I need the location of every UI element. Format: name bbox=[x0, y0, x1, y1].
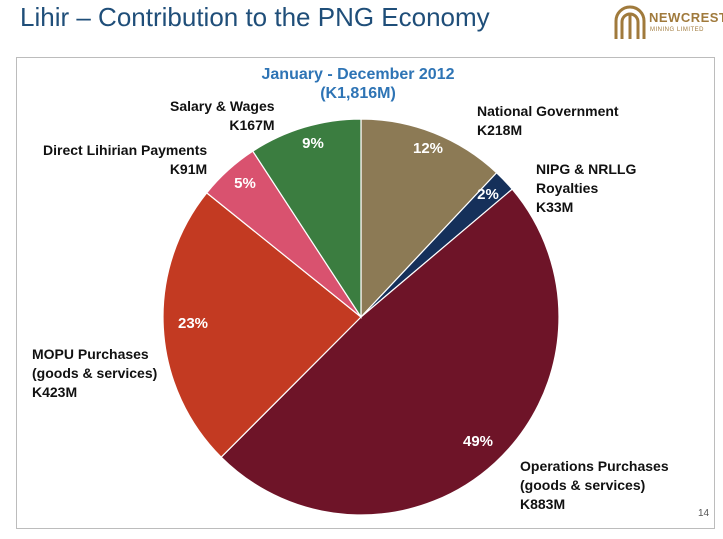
slice-value-label: K91M bbox=[169, 161, 208, 177]
pct-label-lihirian: 5% bbox=[234, 175, 256, 192]
slice-name-line: Direct Lihirian Payments bbox=[43, 142, 208, 158]
slice-name-line: Salary & Wages bbox=[170, 98, 275, 114]
slice-name-line: NIPG & NRLLG bbox=[536, 161, 637, 177]
slice-value-label: K423M bbox=[32, 384, 78, 400]
pct-label-ops: 49% bbox=[463, 433, 493, 450]
slice-value-label: K167M bbox=[229, 117, 275, 133]
slice-name-line: (goods & services) bbox=[32, 365, 158, 381]
logo-name: NEWCREST bbox=[649, 10, 723, 25]
label-mopu-purchases: MOPU Purchases (goods & services) K423M bbox=[32, 345, 157, 402]
label-operations-purchases: Operations Purchases (goods & services) … bbox=[520, 457, 669, 514]
slice-value-label: K218M bbox=[477, 122, 523, 138]
chart-subtitle: (K1,816M) bbox=[320, 85, 396, 102]
label-salary-wages: Salary & Wages K167M bbox=[170, 97, 275, 135]
newcrest-logo: NEWCREST MINING LIMITED bbox=[612, 3, 723, 45]
chart-title-line: January - December 2012 bbox=[261, 66, 455, 83]
chart-title: January - December 2012 (K1,816M) bbox=[210, 65, 506, 103]
pie-slice-mopu bbox=[162, 192, 362, 459]
slice-value-label: K883M bbox=[520, 496, 566, 512]
pct-label-natgov: 12% bbox=[413, 140, 443, 157]
pie-slice-ops bbox=[220, 188, 560, 516]
slice-name-line: Royalties bbox=[536, 180, 599, 196]
newcrest-logo-mark-icon bbox=[614, 5, 646, 39]
slice-name-line: (goods & services) bbox=[520, 477, 646, 493]
pct-label-nipg: 2% bbox=[477, 186, 499, 203]
slide-title: Lihir – Contribution to the PNG Economy bbox=[20, 2, 490, 32]
pct-label-salary: 9% bbox=[302, 135, 324, 152]
slice-name-line: National Government bbox=[477, 103, 619, 119]
logo-subtitle: MINING LIMITED bbox=[650, 27, 705, 33]
pie-slice-natgov bbox=[360, 118, 498, 319]
pct-label-mopu: 23% bbox=[178, 315, 208, 332]
slice-name-line: Operations Purchases bbox=[520, 458, 669, 474]
label-nipg-royalties: NIPG & NRLLG Royalties K33M bbox=[536, 160, 636, 217]
slice-name-line: MOPU Purchases bbox=[32, 346, 149, 362]
slice-value-label: K33M bbox=[536, 199, 574, 215]
pie-slice-salary bbox=[251, 118, 362, 320]
label-direct-lihirian-payments: Direct Lihirian Payments K91M bbox=[43, 141, 207, 179]
page-number: 14 bbox=[698, 508, 710, 519]
label-national-government: National Government K218M bbox=[477, 102, 619, 140]
